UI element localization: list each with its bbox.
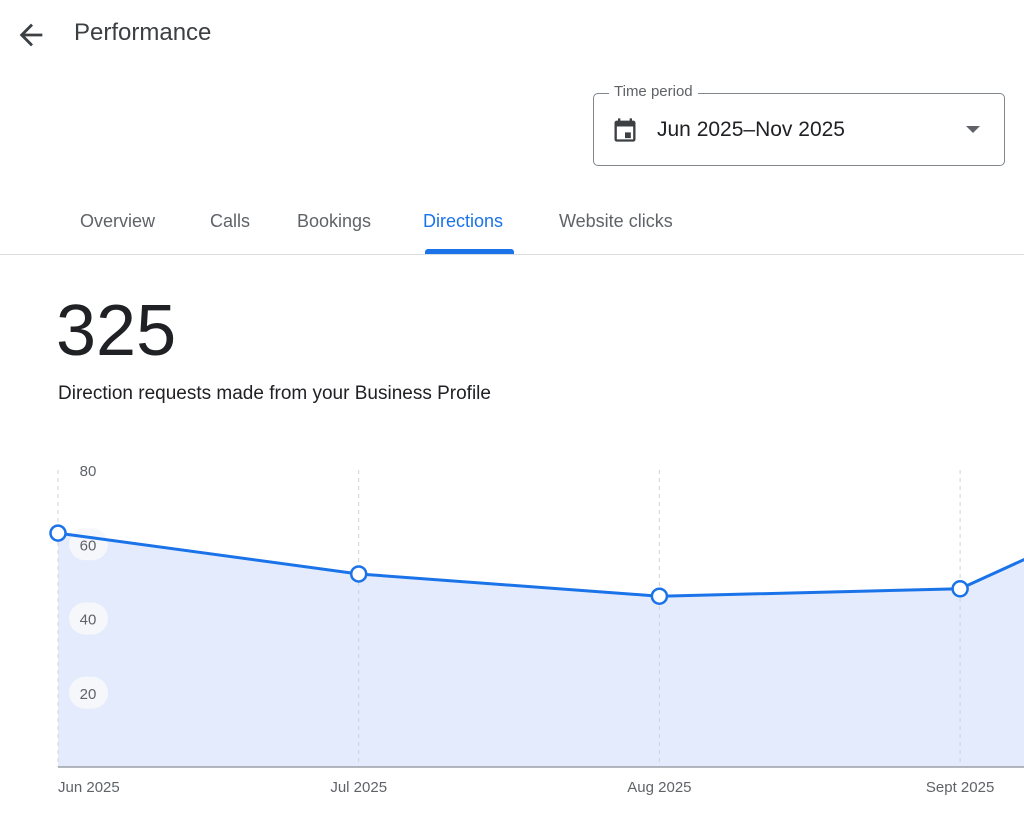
data-point	[49, 524, 67, 542]
x-tick-label: Aug 2025	[627, 779, 691, 796]
total-count: 325	[56, 291, 177, 371]
time-period-label: Time period	[609, 83, 698, 100]
y-tick-label: 40	[80, 612, 97, 629]
summary-description: Direction requests made from your Busine…	[58, 383, 491, 404]
y-tick-label: 60	[80, 537, 97, 554]
tab-bookings[interactable]: Bookings	[297, 211, 372, 231]
time-period-value: Jun 2025–Nov 2025	[657, 118, 845, 141]
divider	[0, 254, 1024, 255]
active-tab-indicator	[425, 249, 514, 254]
x-tick-label: Jun 2025	[58, 779, 120, 796]
arrow-left-icon	[19, 23, 43, 47]
y-tick-bg	[69, 676, 108, 709]
x-tick-label: Sept 2025	[926, 779, 994, 796]
y-tick-label: 80	[80, 463, 97, 480]
tab-overview[interactable]: Overview	[80, 211, 156, 231]
back-button[interactable]	[14, 18, 48, 52]
data-point	[349, 565, 368, 583]
tab-directions[interactable]: Directions	[423, 211, 504, 231]
tab-website-clicks[interactable]: Website clicks	[559, 211, 673, 231]
calendar-icon	[614, 118, 636, 142]
x-tick-label: Jul 2025	[330, 779, 387, 796]
area-fill	[58, 533, 1024, 767]
data-point	[650, 587, 669, 605]
y-tick-bg	[69, 602, 108, 635]
tab-calls[interactable]: Calls	[210, 211, 251, 231]
y-tick-label: 20	[80, 686, 97, 703]
dropdown-caret-icon	[966, 126, 980, 133]
page-title: Performance	[74, 19, 212, 46]
time-period-select[interactable]	[593, 93, 1005, 166]
data-point	[951, 580, 969, 598]
